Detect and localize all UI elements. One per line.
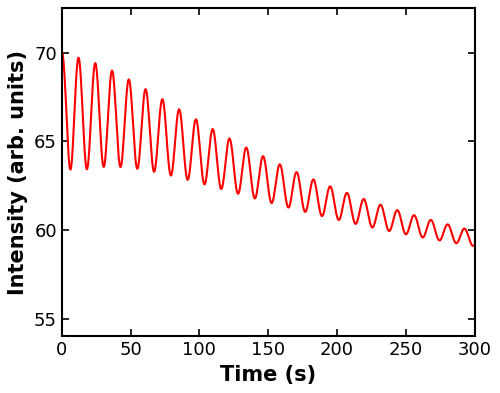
Y-axis label: Intensity (arb. units): Intensity (arb. units) <box>8 50 28 295</box>
X-axis label: Time (s): Time (s) <box>220 365 316 385</box>
